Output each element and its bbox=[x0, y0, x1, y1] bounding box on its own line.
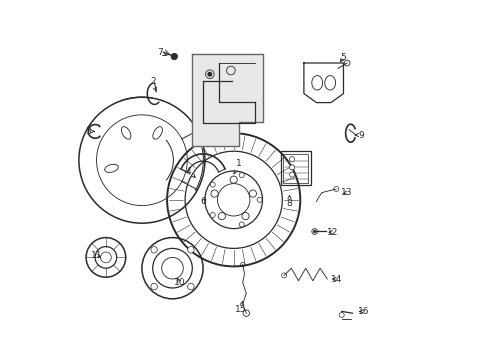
Circle shape bbox=[239, 173, 244, 178]
Circle shape bbox=[210, 182, 215, 187]
Circle shape bbox=[289, 157, 294, 162]
Text: 13: 13 bbox=[341, 188, 352, 197]
Circle shape bbox=[242, 212, 249, 220]
Circle shape bbox=[289, 172, 294, 177]
Circle shape bbox=[289, 165, 294, 170]
Circle shape bbox=[249, 190, 256, 197]
Circle shape bbox=[171, 53, 177, 60]
Circle shape bbox=[230, 176, 237, 183]
Text: 8: 8 bbox=[286, 195, 292, 208]
Text: 3: 3 bbox=[85, 127, 94, 136]
Circle shape bbox=[313, 230, 316, 233]
Circle shape bbox=[210, 190, 218, 197]
Bar bbox=[280, 151, 310, 185]
Circle shape bbox=[151, 283, 157, 290]
Text: 15: 15 bbox=[235, 302, 246, 314]
Circle shape bbox=[207, 72, 212, 76]
Text: 9: 9 bbox=[354, 130, 364, 139]
Circle shape bbox=[151, 247, 157, 253]
Circle shape bbox=[187, 283, 194, 290]
Circle shape bbox=[187, 247, 194, 253]
Text: 2: 2 bbox=[150, 77, 156, 91]
Text: 4: 4 bbox=[185, 166, 195, 177]
Text: 16: 16 bbox=[357, 307, 368, 316]
Text: 10: 10 bbox=[174, 278, 185, 287]
Text: 14: 14 bbox=[330, 274, 341, 284]
Circle shape bbox=[239, 222, 244, 227]
Circle shape bbox=[257, 197, 262, 202]
Polygon shape bbox=[192, 54, 262, 146]
Text: 7: 7 bbox=[157, 48, 166, 57]
Circle shape bbox=[218, 212, 225, 220]
Circle shape bbox=[210, 212, 215, 217]
Text: 11: 11 bbox=[91, 251, 102, 260]
Text: 1: 1 bbox=[234, 159, 242, 174]
Text: 5: 5 bbox=[340, 53, 346, 62]
Text: 12: 12 bbox=[326, 228, 338, 237]
Bar bbox=[283, 154, 307, 183]
Text: 6: 6 bbox=[200, 197, 205, 206]
